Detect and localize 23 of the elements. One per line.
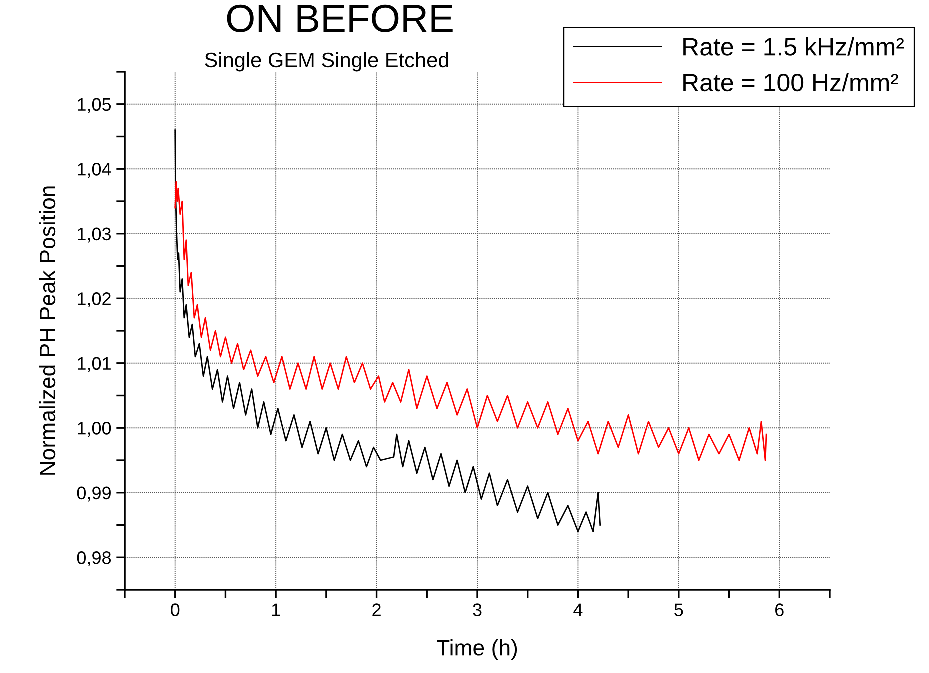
line-series — [174, 181, 768, 462]
y-tick-label: 1,05 — [78, 98, 112, 114]
x-tick-label: 3 — [473, 604, 482, 616]
y-tick-label: 1,01 — [78, 357, 111, 372]
y-tick-label: 0,99 — [77, 486, 111, 502]
x-tick-label: 0 — [171, 604, 180, 616]
x-tick-label: 1 — [272, 604, 280, 616]
x-tick-label: 5 — [674, 604, 684, 616]
line-series — [174, 130, 602, 532]
legend-label: Rate = 100 Hz/mm² — [684, 73, 898, 92]
y-axis-title: Normalized PH Peak Position — [39, 186, 56, 475]
x-tick-label: 2 — [372, 604, 381, 616]
x-tick-label: 4 — [574, 604, 583, 616]
y-tick-label: 1,00 — [78, 422, 112, 437]
chart-title: ON BEFORE — [227, 4, 453, 32]
legend-label: Rate = 1.5 kHz/mm² — [684, 38, 904, 56]
y-tick-label: 1,02 — [78, 292, 111, 308]
y-tick-label: 0,98 — [77, 552, 112, 566]
x-axis-title: Time (h) — [437, 639, 518, 660]
y-tick-label: 1,04 — [78, 163, 112, 178]
x-tick-label: 6 — [776, 604, 784, 616]
chart-subtitle: Single GEM Single Etched — [205, 52, 448, 72]
y-tick-label: 1,03 — [78, 228, 112, 243]
